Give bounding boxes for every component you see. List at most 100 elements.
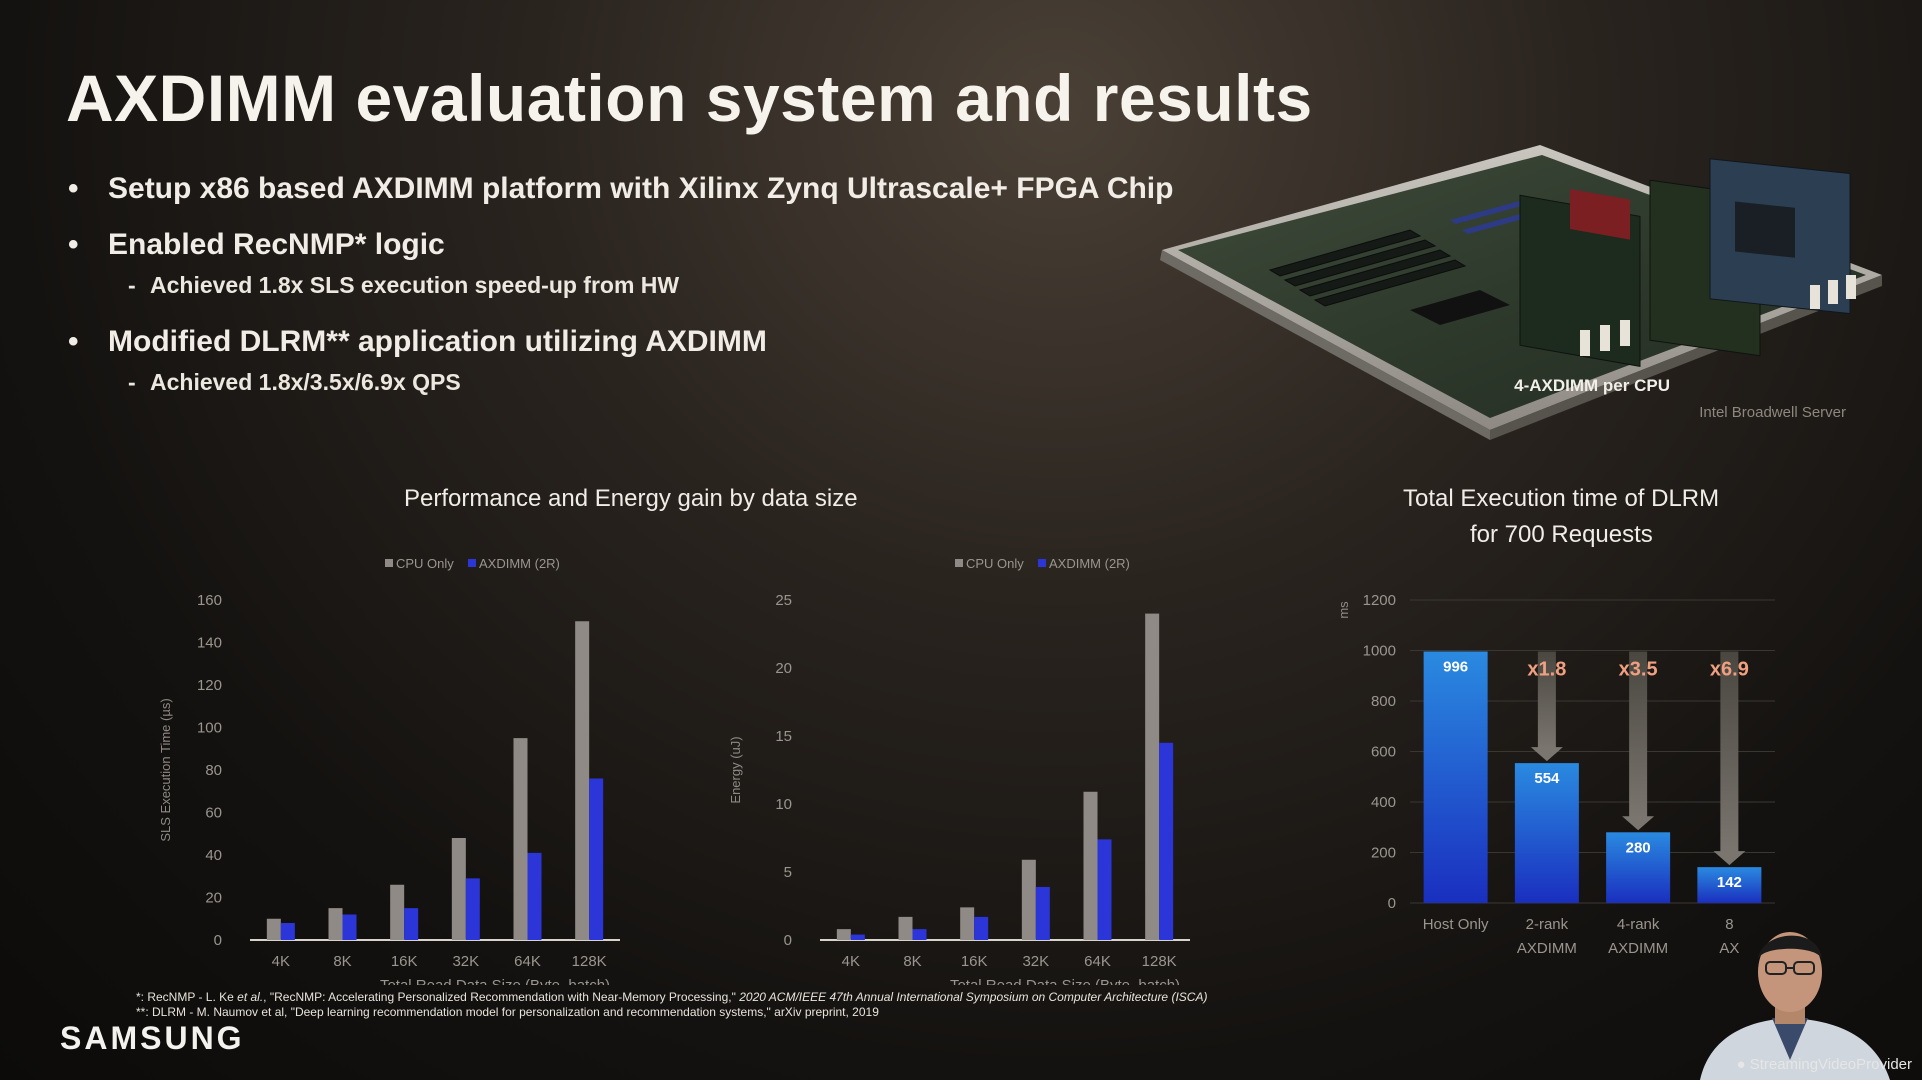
x-tick-label: 64K xyxy=(1084,953,1111,970)
footnote-1: *: RecNMP - L. Ke et al., "RecNMP: Accel… xyxy=(136,990,1208,1004)
x-tick-label: 16K xyxy=(391,953,418,970)
bar-value-label: 554 xyxy=(1534,770,1560,787)
x-tick-label: 64K xyxy=(514,953,541,970)
y-tick-label: 1000 xyxy=(1363,643,1396,660)
bar-axdimm-2r xyxy=(1097,839,1112,940)
y-tick-label: 100 xyxy=(197,720,222,737)
footnotes: *: RecNMP - L. Ke et al., "RecNMP: Accel… xyxy=(136,990,1207,1020)
legend-swatch-axdimm xyxy=(468,559,476,567)
y-tick-label: 80 xyxy=(205,762,222,779)
legend-label-cpu: CPU Only xyxy=(966,556,1024,571)
bar-exec-time xyxy=(1697,867,1762,903)
footnote-2: **: DLRM - M. Naumov et al, "Deep learni… xyxy=(136,1005,879,1019)
y-tick-label: 400 xyxy=(1371,794,1396,811)
bullet-text: Modified DLRM** application utilizing AX… xyxy=(108,325,767,358)
y-tick-label: 600 xyxy=(1371,744,1396,761)
dash-glyph: - xyxy=(128,272,136,298)
bar-cpu-only xyxy=(898,916,913,940)
bar-axdimm-2r xyxy=(280,923,295,940)
bullet-item: • Setup x86 based AXDIMM platform with X… xyxy=(66,172,1173,206)
x-tick-label: Host Only xyxy=(1423,916,1489,933)
x-tick-label: 2-rank xyxy=(1526,916,1569,933)
legend-label-axdimm: AXDIMM (2R) xyxy=(479,556,560,571)
bar-axdimm-2r xyxy=(1035,886,1050,940)
bullet-item: • Modified DLRM** application utilizing … xyxy=(66,325,1146,359)
slide-title: AXDIMM evaluation system and results xyxy=(66,61,1313,135)
bar-value-label: 996 xyxy=(1443,659,1468,676)
y-axis-label: Energy (uJ) xyxy=(728,736,743,803)
y-tick-label: 0 xyxy=(214,932,222,949)
speedup-arrow xyxy=(1720,651,1739,854)
x-tick-label: 128K xyxy=(572,953,607,970)
bar-axdimm-2r xyxy=(912,929,927,940)
speedup-arrow xyxy=(1629,651,1648,819)
bar-axdimm-2r xyxy=(589,778,604,940)
photo-subcaption: Intel Broadwell Server xyxy=(1699,404,1846,421)
y-tick-label: 800 xyxy=(1371,693,1396,710)
bar-axdimm-2r xyxy=(527,852,542,940)
y-axis-label: ms xyxy=(1336,601,1351,619)
speedup-label: x3.5 xyxy=(1619,659,1658,681)
bullet-item: • Enabled RecNMP* logic xyxy=(66,228,1146,262)
legend-swatch-cpu xyxy=(955,559,963,567)
bar-value-label: 280 xyxy=(1626,839,1651,856)
x-tick-label: AXDIMM xyxy=(1517,940,1577,957)
legend-label-axdimm: AXDIMM (2R) xyxy=(1049,556,1130,571)
bar-cpu-only xyxy=(513,738,528,940)
y-tick-label: 200 xyxy=(1371,845,1396,862)
sub-bullet-text: Achieved 1.8x/3.5x/6.9x QPS xyxy=(150,369,461,395)
bar-exec-time xyxy=(1423,651,1488,903)
x-tick-label: 4K xyxy=(272,953,290,970)
bullet-text: Setup x86 based AXDIMM platform with Xil… xyxy=(108,172,1174,205)
bar-axdimm-2r xyxy=(404,908,419,940)
legend-label-cpu: CPU Only xyxy=(396,556,454,571)
dlrm-exec-time-chart: ms 0 200 400 600 800 1000 1200 996 Host Only x1.8 5… xyxy=(1336,592,1775,957)
bar-cpu-only xyxy=(328,908,343,940)
bar-cpu-only xyxy=(1145,613,1160,940)
x-tick-label: 8 xyxy=(1725,916,1733,933)
x-tick-label: AXDIMM xyxy=(1608,940,1668,957)
speedup-arrowhead xyxy=(1713,851,1746,866)
bar-axdimm-2r xyxy=(465,878,480,940)
y-tick-label: 5 xyxy=(784,864,792,881)
y-tick-label: 0 xyxy=(784,932,792,949)
speedup-arrow xyxy=(1537,651,1556,750)
bar-cpu-only xyxy=(1021,859,1036,940)
photo-caption: 4-AXDIMM per CPU xyxy=(1514,376,1670,395)
bar-axdimm-2r xyxy=(850,934,865,940)
bar-axdimm-2r xyxy=(1159,742,1174,940)
watermark: ● StreamingVideoProvider xyxy=(1736,1056,1912,1073)
sls-time-chart: CPU Only AXDIMM (2R) SLS Execution Time (µ… xyxy=(158,556,620,985)
speedup-arrowhead xyxy=(1530,747,1563,762)
bar-cpu-only xyxy=(575,621,590,940)
bullet-glyph: • xyxy=(68,172,79,205)
bar-value-label: 142 xyxy=(1717,874,1742,891)
dash-glyph: - xyxy=(128,369,136,395)
play-icon: ● xyxy=(1736,1056,1746,1073)
y-axis-label: SLS Execution Time (µs) xyxy=(158,698,173,841)
sub-bullet-text: Achieved 1.8x SLS execution speed-up fro… xyxy=(150,272,680,298)
bar-exec-time xyxy=(1514,763,1579,903)
y-tick-label: 25 xyxy=(775,592,792,609)
x-tick-label: 32K xyxy=(452,953,479,970)
presenter-video xyxy=(1700,932,1890,1080)
y-tick-label: 140 xyxy=(197,635,222,652)
x-tick-label: 128K xyxy=(1142,953,1177,970)
y-tick-label: 0 xyxy=(1388,895,1396,912)
legend-swatch-axdimm xyxy=(1038,559,1046,567)
y-tick-label: 20 xyxy=(775,660,792,677)
bullet-glyph: • xyxy=(68,228,79,261)
x-tick-label: 8K xyxy=(903,953,921,970)
bar-cpu-only xyxy=(266,918,281,940)
bar-cpu-only xyxy=(836,929,851,940)
y-tick-label: 10 xyxy=(775,796,792,813)
bullet-glyph: • xyxy=(68,325,79,358)
bullet-list: • Setup x86 based AXDIMM platform with X… xyxy=(66,172,1173,396)
samsung-logo: SAMSUNG xyxy=(60,1020,245,1056)
x-tick-label: 4-rank xyxy=(1617,916,1660,933)
y-tick-label: 1200 xyxy=(1363,592,1396,609)
bullet-text: Enabled RecNMP* logic xyxy=(108,228,445,261)
y-tick-label: 40 xyxy=(205,847,222,864)
x-tick-label: 32K xyxy=(1022,953,1049,970)
y-tick-label: 15 xyxy=(775,728,792,745)
